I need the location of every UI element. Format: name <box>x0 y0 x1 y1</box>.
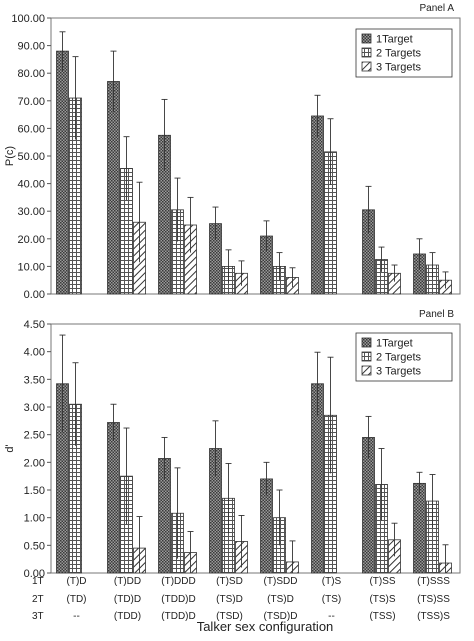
y-tick-label: 90.00 <box>17 41 45 53</box>
y-axis-label: d' <box>4 444 16 452</box>
y-tick-label: 100.00 <box>11 13 45 25</box>
config-cell: (T)SD <box>216 576 243 587</box>
y-tick-label: 4.50 <box>24 319 45 331</box>
config-cell: (T)DD <box>114 576 141 587</box>
config-cell: (T)S <box>322 576 342 587</box>
config-cell: (T)SS <box>369 576 395 587</box>
legend-swatch <box>361 365 372 376</box>
y-tick-label: 1.50 <box>24 485 45 497</box>
config-cell: (TS)D <box>216 594 243 605</box>
config-cell: (TSS) <box>369 611 395 622</box>
config-cell: (T)D <box>67 576 87 587</box>
y-tick-label: 2.50 <box>24 430 45 442</box>
y-tick-label: 3.50 <box>24 374 45 386</box>
y-tick-label: 0.50 <box>24 540 45 552</box>
legend-label: 1Target <box>376 338 413 350</box>
config-cell: (TSD)D <box>264 611 298 622</box>
legend-swatch <box>361 33 372 44</box>
config-cell: (TSS)S <box>417 611 450 622</box>
panel-b: 0.00 0.50 1.00 1.50 2.00 2.50 3.00 3.50 4.00 4.50… <box>4 309 461 580</box>
y-tick-label: 40.00 <box>17 179 45 191</box>
chart-panels: 0.00 10.00 20.00 30.00 40.00 50.00 60.00 70.00 8… <box>4 3 461 580</box>
config-row-label: 1T <box>32 576 44 587</box>
legend-box <box>355 28 453 78</box>
y-tick-label: 10.00 <box>17 261 45 273</box>
y-tick-label: 80.00 <box>17 68 45 80</box>
y-tick-label: 50.00 <box>17 151 45 163</box>
config-cell: (TDD)D <box>161 611 195 622</box>
config-cell: (TS)S <box>369 594 395 605</box>
config-cell: (T)SSS <box>417 576 450 587</box>
y-tick-label: 2.00 <box>24 457 45 469</box>
config-cell: (T)SDD <box>264 576 298 587</box>
panel-a: 0.00 10.00 20.00 30.00 40.00 50.00 60.00 70.00 8… <box>4 3 461 301</box>
legend-label: 2 Targets <box>376 352 422 364</box>
y-axis-label: P(c) <box>4 146 16 166</box>
legend-swatch <box>361 351 372 362</box>
y-tick-label: 1.00 <box>24 513 45 525</box>
y-tick-label: 60.00 <box>17 123 45 135</box>
y-tick-label: 4.00 <box>24 347 45 359</box>
config-cell: (TS) <box>322 594 341 605</box>
legend-swatch <box>361 47 372 58</box>
y-tick-label: 70.00 <box>17 96 45 108</box>
config-cell: (TDD)D <box>161 594 195 605</box>
legend-swatch <box>361 337 372 348</box>
y-tick-label: 3.00 <box>24 402 45 414</box>
plot-frame <box>50 323 461 574</box>
legend: 1Target 2 Targets 3 Targets <box>355 332 453 382</box>
config-cell: (TS)SS <box>417 594 450 605</box>
config-row-label: 2T <box>32 594 44 605</box>
bar <box>107 422 120 574</box>
y-tick-label: 30.00 <box>17 206 45 218</box>
bar <box>107 81 120 295</box>
config-cell: (TDD) <box>114 611 141 622</box>
bar <box>413 482 426 574</box>
config-cell: (TSD) <box>216 611 243 622</box>
config-cell: (TD)D <box>114 594 141 605</box>
legend-label: 2 Targets <box>376 48 422 60</box>
config-cell: -- <box>73 611 80 622</box>
panel-label: Panel B <box>419 309 454 320</box>
config-cell: (TD) <box>67 594 87 605</box>
config-row-label: 3T <box>32 611 44 622</box>
y-tick-label: 0.00 <box>24 289 45 301</box>
legend-label: 3 Targets <box>376 366 422 378</box>
config-cell: (T)DDD <box>161 576 195 587</box>
config-cell: (TS)D <box>267 594 294 605</box>
config-table: 1T 2T 3T (T)D (TD) -- (T)DD (TD)D (TDD) (T)DDD (TD… <box>32 576 450 622</box>
config-cell: -- <box>328 611 335 622</box>
y-tick-label: 0.00 <box>24 568 45 580</box>
legend: 1Target 2 Targets 3 Targets <box>355 28 453 78</box>
legend-box <box>355 332 453 382</box>
legend-swatch <box>361 61 372 72</box>
y-tick-label: 20.00 <box>17 234 45 246</box>
legend-label: 3 Targets <box>376 62 422 74</box>
panel-label: Panel A <box>420 3 455 14</box>
legend-label: 1Target <box>376 34 413 46</box>
x-axis-label: Talker sex configuration <box>197 619 334 634</box>
bar <box>56 50 69 295</box>
bar <box>311 115 324 295</box>
